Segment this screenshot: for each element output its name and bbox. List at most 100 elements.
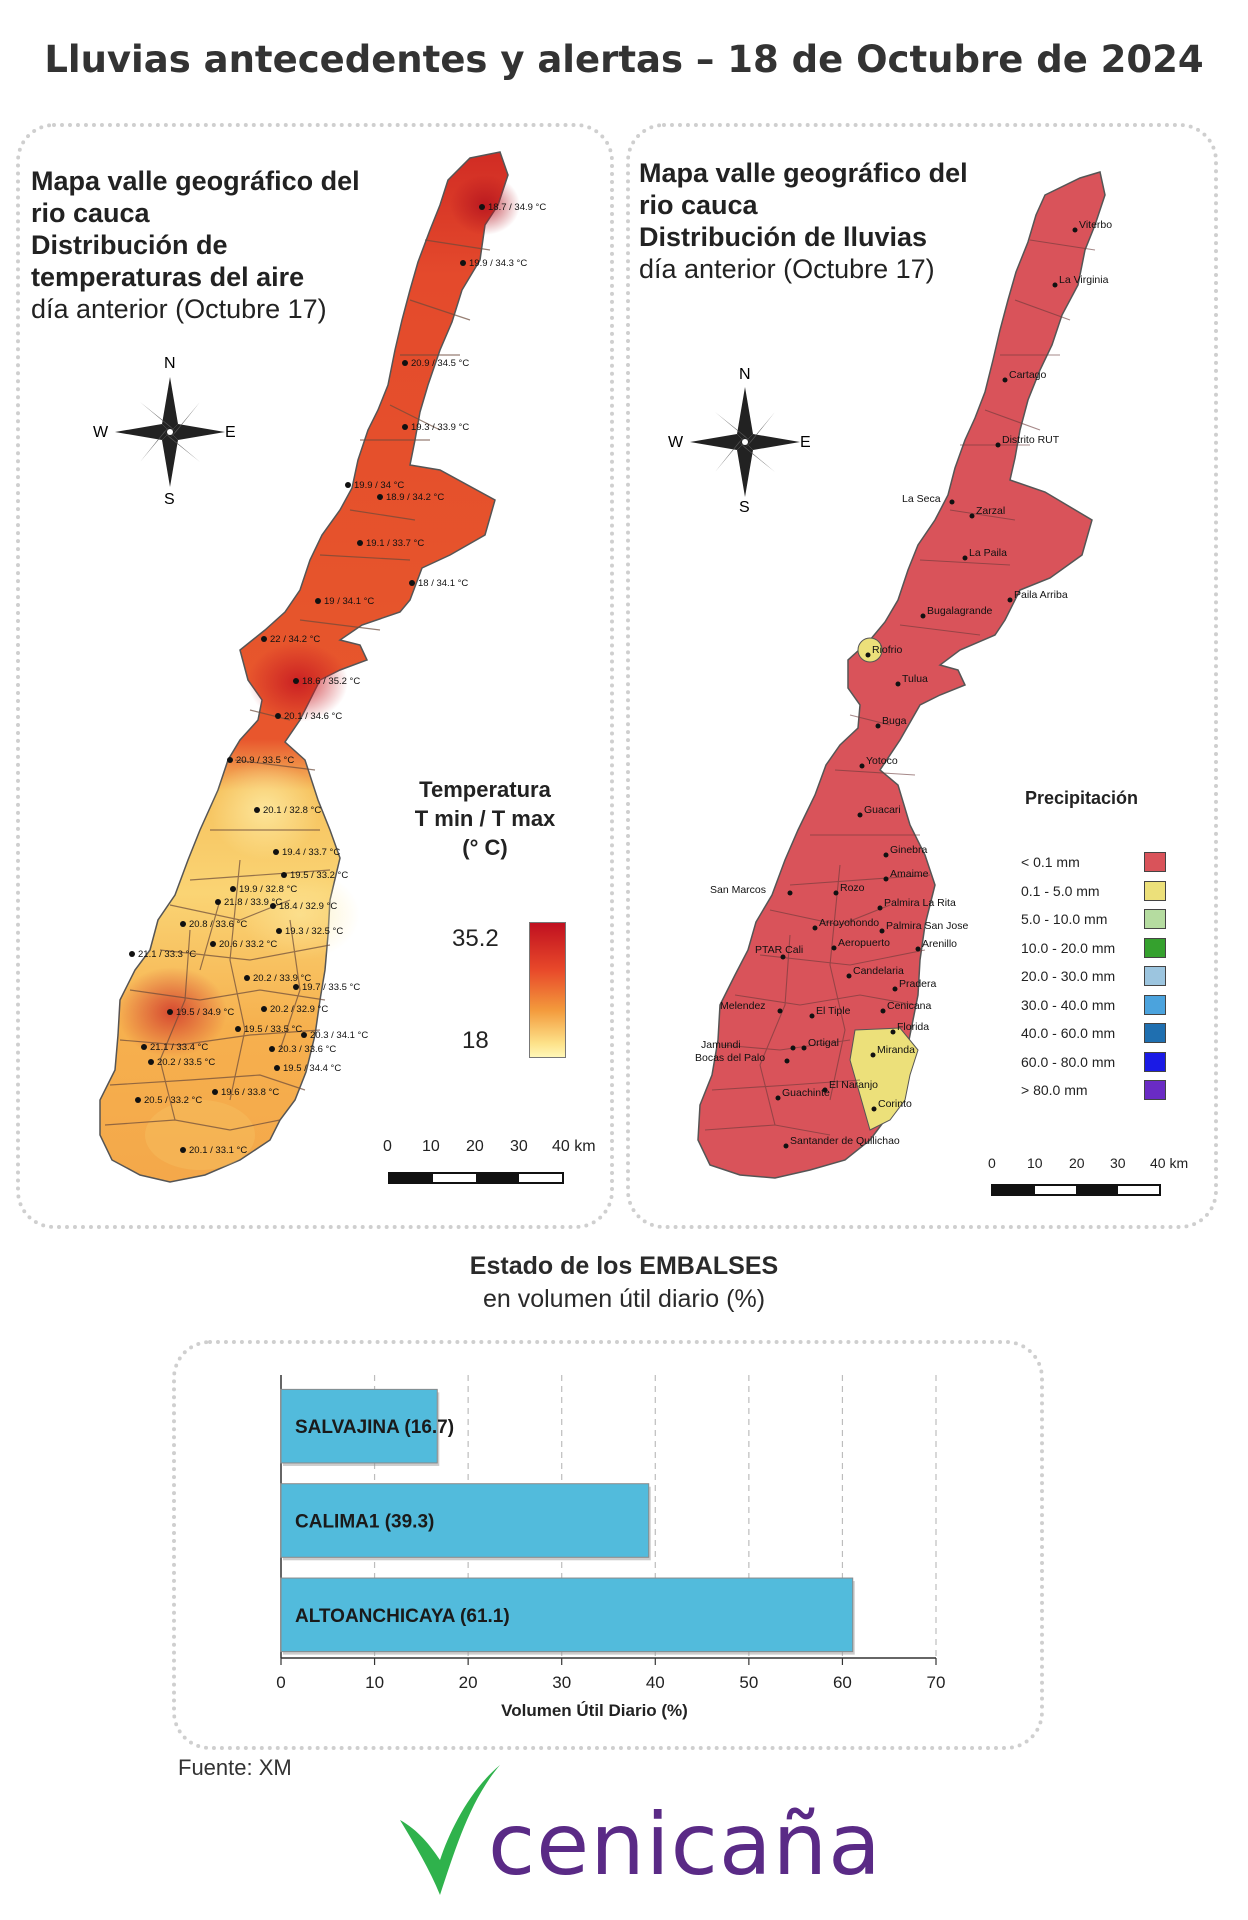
- compass-e: E: [225, 424, 236, 441]
- bar-label: CALIMA1 (39.3): [295, 1512, 434, 1533]
- station-label: Arroyohondo: [819, 917, 879, 929]
- compass-w: W: [668, 434, 684, 451]
- station-dot: [783, 1143, 789, 1149]
- precipitation-legend-item: > 80.0 mm: [1021, 1080, 1171, 1102]
- cenicana-logo-mark-icon: [400, 1765, 500, 1895]
- legend-label: 40.0 - 60.0 mm: [1021, 1025, 1116, 1041]
- station-dot: [857, 812, 863, 818]
- legend-line: Temperatura: [419, 777, 551, 802]
- legend-line: (° C): [462, 835, 508, 860]
- station-dot: [822, 1087, 828, 1093]
- legend-label: 10.0 - 20.0 mm: [1021, 939, 1116, 956]
- station-dot: [402, 360, 408, 366]
- bar-label: ALTOANCHICAYA (61.1): [295, 1606, 510, 1627]
- station-dot: [780, 954, 786, 960]
- station-dot: [784, 1058, 790, 1064]
- station-label: 19.9 / 32.8 °C: [239, 884, 297, 895]
- station-dot: [892, 986, 898, 992]
- station-dot: [261, 1006, 267, 1012]
- station-label: Jamundi: [701, 1039, 741, 1051]
- station-dot: [293, 678, 299, 684]
- station-dot: [235, 1026, 241, 1032]
- station-dot: [1007, 597, 1013, 603]
- legend-swatch: [1144, 1023, 1166, 1043]
- station-label: 20.1 / 34.6 °C: [284, 711, 342, 722]
- station-label: 19.9 / 34 °C: [354, 480, 404, 491]
- station-dot: [915, 946, 921, 952]
- station-label: San Marcos: [710, 884, 766, 896]
- station-label: 20.6 / 33.2 °C: [219, 939, 277, 950]
- station-label: 19.5 / 33.2 °C: [290, 870, 348, 881]
- station-dot: [261, 636, 267, 642]
- station-dot: [777, 1008, 783, 1014]
- station-dot: [212, 1089, 218, 1095]
- station-label: 19.9 / 34.3 °C: [469, 258, 527, 269]
- station-dot: [402, 424, 408, 430]
- scale-label: 30: [1110, 1155, 1126, 1171]
- scale-label: 0: [988, 1155, 996, 1171]
- station-label: 21.8 / 33.9 °C: [224, 897, 282, 908]
- station-dot: [883, 876, 889, 882]
- station-label: Corinto: [878, 1098, 912, 1110]
- legend-label: 60.0 - 80.0 mm: [1021, 1053, 1116, 1070]
- station-dot: [315, 598, 321, 604]
- station-label: 21.1 / 33.3 °C: [138, 949, 196, 960]
- bar: [280, 1388, 438, 1464]
- legend-line: T min / T max: [414, 806, 556, 831]
- legend-label: > 80.0 mm: [1021, 1082, 1088, 1098]
- precipitation-legend-item: 5.0 - 10.0 mm: [1021, 909, 1171, 931]
- station-dot: [276, 928, 282, 934]
- station-label: 20.5 / 33.2 °C: [144, 1095, 202, 1106]
- legend-label: 5.0 - 10.0 mm: [1021, 911, 1108, 927]
- station-label: El Tiple: [816, 1005, 851, 1017]
- x-tick-label: 70: [927, 1673, 946, 1692]
- reservoirs-title: Estado de los EMBALSES en volumen útil d…: [0, 1250, 1248, 1316]
- station-label: 19.5 / 33.5 °C: [244, 1024, 302, 1035]
- station-dot: [969, 513, 975, 519]
- reservoir-bar-chart: 0 10 20 30 40 50 60 70 SALVAJINA (16.7) CALIMA1 (…: [276, 1375, 945, 1720]
- station-dot: [141, 1044, 147, 1050]
- station-dot: [920, 613, 926, 619]
- legend-swatch: [1144, 994, 1166, 1015]
- station-label: 20.1 / 33.1 °C: [189, 1145, 247, 1156]
- station-dot: [880, 1008, 886, 1014]
- temp-map-subtitle: día anterior (Octubre 17): [31, 294, 327, 324]
- station-label: Cartago: [1009, 369, 1047, 381]
- bar-label: SALVAJINA (16.7): [295, 1417, 454, 1438]
- station-dot: [949, 499, 955, 505]
- station-label: 19.5 / 34.4 °C: [283, 1063, 341, 1074]
- reservoirs-title-bold: Estado de los EMBALSES: [469, 1252, 779, 1280]
- station-label: Melendez: [720, 1000, 766, 1012]
- precipitation-legend-item: 40.0 - 60.0 mm: [1021, 1023, 1171, 1045]
- precipitation-legend-item: 0.1 - 5.0 mm: [1021, 880, 1171, 903]
- source-note: Fuente: XM: [178, 1755, 292, 1780]
- station-label: 20.3 / 33.6 °C: [278, 1044, 336, 1055]
- station-dot: [859, 763, 865, 769]
- station-label: Aeropuerto: [838, 937, 890, 949]
- x-tick-label: 40: [646, 1673, 665, 1692]
- station-label: 18 / 34.1 °C: [418, 578, 468, 589]
- station-label: Cenicana: [887, 1000, 932, 1012]
- station-label: Guachinte: [782, 1087, 830, 1099]
- station-dot: [1002, 377, 1008, 383]
- bar: [280, 1483, 650, 1558]
- station-label: Santander de Quilichao: [790, 1135, 900, 1147]
- station-dot: [180, 1147, 186, 1153]
- precipitation-map-title: Mapa valle geográfico del rio cauca Dist…: [639, 157, 968, 285]
- station-label: La Virginia: [1059, 274, 1109, 286]
- temp-title-line: Distribución de: [31, 230, 228, 260]
- station-dot: [135, 1097, 141, 1103]
- station-label: 19.7 / 33.5 °C: [302, 982, 360, 993]
- station-label: 20.3 / 34.1 °C: [310, 1030, 368, 1041]
- station-label: Riofrio: [872, 644, 903, 656]
- station-label: Bugalagrande: [927, 605, 993, 617]
- station-label: La Paila: [969, 547, 1007, 559]
- x-axis-label: Volumen Útil Diario (%): [501, 1701, 688, 1720]
- station-dot: [210, 941, 216, 947]
- rain-title-line: Mapa valle geográfico del: [639, 158, 968, 188]
- station-dot: [831, 945, 837, 951]
- station-dot: [357, 540, 363, 546]
- precipitation-legend-item: 30.0 - 40.0 mm: [1021, 994, 1171, 1017]
- station-dot: [301, 1032, 307, 1038]
- station-label: Viterbo: [1079, 219, 1112, 231]
